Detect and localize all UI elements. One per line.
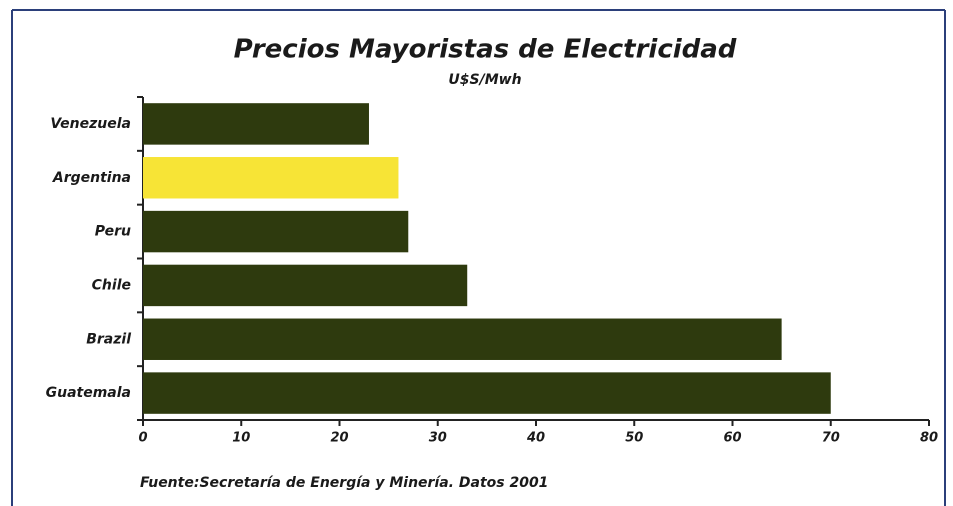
bar [143, 210, 409, 253]
x-tick-label: 50 [625, 431, 643, 446]
bar [143, 264, 468, 307]
chart-title: Precios Mayoristas de Electricidad [234, 35, 737, 65]
chart-subtitle: U$S/Mwh [448, 72, 521, 88]
y-tick-label: Chile [92, 277, 131, 293]
bar [143, 157, 399, 199]
x-tick-label: 0 [138, 431, 147, 446]
source-note: Fuente:Secretaría de Energía y Minería. … [140, 475, 548, 491]
x-tick-label: 30 [429, 431, 447, 446]
bar [143, 318, 782, 360]
bar [143, 372, 831, 414]
x-tick-label: 80 [920, 431, 938, 446]
y-tick-label: Argentina [52, 170, 131, 186]
bar [143, 103, 369, 145]
y-tick-label: Venezuela [50, 116, 131, 132]
y-tick-label: Peru [95, 224, 131, 240]
x-tick-label: 10 [232, 431, 250, 446]
y-tick-label: Brazil [86, 331, 131, 347]
x-tick-label: 40 [526, 431, 545, 446]
y-tick-label: Guatemala [46, 385, 131, 401]
x-tick-label: 20 [330, 431, 348, 446]
x-tick-label: 60 [723, 431, 741, 446]
x-tick-label: 70 [822, 431, 840, 446]
